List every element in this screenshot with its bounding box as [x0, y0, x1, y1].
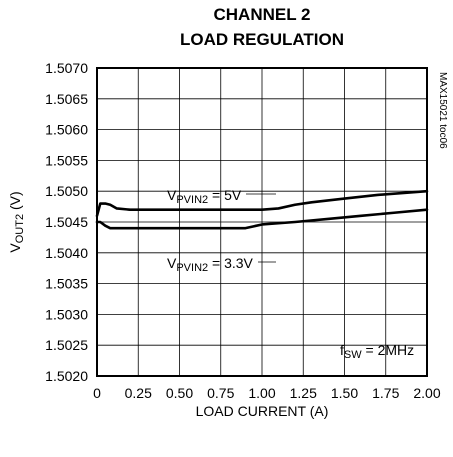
y-tick-label: 1.5065	[45, 91, 88, 107]
x-tick-label: 1.50	[331, 385, 358, 401]
x-tick-label: 0	[93, 385, 101, 401]
y-tick-label: 1.5035	[45, 276, 88, 292]
y-tick-label: 1.5050	[45, 183, 88, 199]
x-tick-labels: 0 0.25 0.50 0.75 1.00 1.25 1.50 1.75 2.00	[93, 385, 441, 401]
x-axis-label: LOAD CURRENT (A)	[196, 403, 329, 419]
series-layer	[95, 189, 429, 230]
chart-title-line-2: LOAD REGULATION	[180, 30, 344, 49]
y-tick-label: 1.5070	[45, 60, 88, 76]
x-tick-label: 1.75	[372, 385, 399, 401]
grid	[97, 68, 427, 376]
series-3v3-label: VPVIN2 = 3.3V	[167, 255, 254, 274]
x-tick-label: 0.25	[125, 385, 152, 401]
x-tick-label: 0.50	[166, 385, 193, 401]
y-tick-label: 1.5020	[45, 368, 88, 384]
y-tick-label: 1.5030	[45, 306, 88, 322]
plot-frame	[96, 67, 428, 377]
y-tick-label: 1.5055	[45, 152, 88, 168]
figure-code: MAX15021 toc06	[437, 72, 448, 149]
x-tick-label: 1.25	[290, 385, 317, 401]
series-line-5v	[95, 189, 429, 218]
x-tick-label: 2.00	[413, 385, 440, 401]
x-tick-label: 0.75	[207, 385, 234, 401]
chart-title-line-1: CHANNEL 2	[214, 5, 311, 24]
y-tick-label: 1.5060	[45, 122, 88, 138]
y-axis-label: VOUT2 (V)	[7, 191, 26, 252]
y-tick-label: 1.5040	[45, 245, 88, 261]
y-tick-label: 1.5025	[45, 337, 88, 353]
y-tick-labels: 1.5020 1.5025 1.5030 1.5035 1.5040 1.5045 1.50…	[45, 60, 88, 384]
y-tick-label: 1.5045	[45, 214, 88, 230]
x-tick-label: 1.00	[248, 385, 275, 401]
series-line-3v3	[95, 208, 429, 230]
fsw-annotation: fSW = 2MHz	[340, 342, 414, 361]
series-5v-label: VPVIN2 = 5V	[167, 187, 242, 206]
